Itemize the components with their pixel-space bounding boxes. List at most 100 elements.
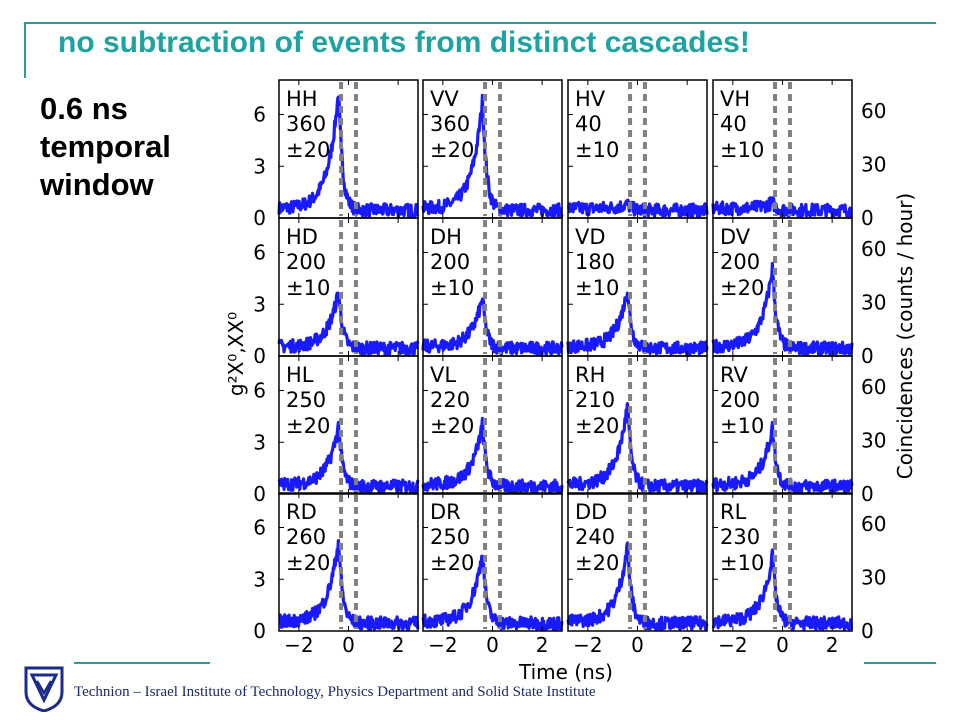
technion-logo-icon: [24, 666, 64, 712]
panel-rl-value: 230: [720, 525, 760, 549]
panel-rd-error: ±20: [286, 551, 330, 575]
panel-rv-trace: [711, 421, 854, 495]
panel-hh-error: ±20: [286, 138, 330, 162]
y-tick-label-right: 30: [861, 429, 886, 453]
y-tick-label-right: 60: [861, 375, 886, 399]
panel-hh-trace: [277, 95, 420, 219]
panel-hv-label: HV: [575, 87, 606, 111]
panel-dh-error: ±10: [430, 276, 474, 300]
frame-bottom-line-right: [864, 662, 936, 664]
panel-hv-value: 40: [575, 112, 602, 136]
panel-vh-label: VH: [720, 87, 750, 111]
y-tick-label-right: 0: [861, 482, 874, 506]
y-tick-label-left: 6: [253, 103, 266, 127]
panel-rd-label: RD: [286, 500, 317, 524]
panel-hh-label: HH: [286, 87, 318, 111]
y-tick-label-left: 6: [253, 241, 266, 265]
panel-dh-value: 200: [430, 250, 470, 274]
panel-vh-trace: [711, 196, 854, 219]
y-tick-label-left: 6: [253, 379, 266, 403]
panel-hd-error: ±10: [286, 276, 330, 300]
panel-dr-value: 250: [430, 525, 470, 549]
panel-hh-value: 360: [286, 112, 326, 136]
panel-dr-label: DR: [430, 500, 461, 524]
frame-bottom-line-left: [74, 662, 210, 664]
panel-rh-trace: [566, 402, 709, 495]
panel-dd-value: 240: [575, 525, 615, 549]
x-tick-label: 2: [392, 633, 405, 657]
window-label: 0.6 ns temporal window: [40, 90, 171, 204]
window-label-line-1: 0.6 ns: [40, 91, 128, 126]
x-tick-label: 2: [826, 633, 839, 657]
panel-rl-error: ±10: [720, 551, 764, 575]
y-tick-label-right: 0: [861, 344, 874, 368]
x-tick-label: 0: [486, 633, 499, 657]
panel-vl-trace: [421, 416, 564, 495]
x-tick-label: −2: [428, 633, 457, 657]
y-axis-title-right: Coincidences (counts / hour): [893, 193, 917, 479]
panel-dv-label: DV: [720, 225, 751, 249]
panel-dv-value: 200: [720, 250, 760, 274]
x-tick-label: 2: [681, 633, 694, 657]
y-tick-label-right: 30: [861, 291, 886, 315]
panel-vd-label: VD: [575, 225, 606, 249]
y-tick-label-left: 0: [253, 619, 266, 643]
footer-text: Technion – Israel Institute of Technolog…: [74, 684, 596, 700]
panel-vl-label: VL: [430, 363, 456, 387]
y-axis-title-left: g²X⁰,XX⁰: [224, 312, 248, 396]
panel-dv-error: ±20: [720, 276, 764, 300]
y-tick-label-right: 60: [861, 512, 886, 536]
panel-rl-label: RL: [720, 500, 747, 524]
y-tick-label-left: 0: [253, 482, 266, 506]
panel-dd-trace: [566, 541, 709, 632]
y-tick-label-right: 30: [861, 566, 886, 590]
x-tick-label: −2: [573, 633, 602, 657]
panel-dr-error: ±20: [430, 551, 474, 575]
y-tick-label-left: 0: [253, 206, 266, 230]
panel-hv-error: ±10: [575, 138, 619, 162]
panel-hl-value: 250: [286, 388, 326, 412]
x-axis-title: Time (ns): [518, 660, 613, 684]
panel-rd-value: 260: [286, 525, 326, 549]
panel-rh-error: ±20: [575, 414, 619, 438]
panel-hl-trace: [277, 420, 420, 495]
panel-vl-value: 220: [430, 388, 470, 412]
panel-dd-label: DD: [575, 500, 607, 524]
panel-hl-label: HL: [286, 363, 314, 387]
x-tick-label: 0: [342, 633, 355, 657]
frame-left-line: [24, 22, 26, 78]
panel-vh-value: 40: [720, 112, 747, 136]
panel-dv-trace: [711, 261, 854, 357]
y-tick-label-right: 0: [861, 206, 874, 230]
panel-rl-trace: [711, 548, 854, 632]
panel-dh-trace: [421, 297, 564, 357]
slide-title: no subtraction of events from distinct c…: [58, 26, 750, 59]
frame-top-line: [24, 22, 936, 24]
x-tick-label: 2: [536, 633, 549, 657]
panel-vv-value: 360: [430, 112, 470, 136]
window-label-line-2: temporal: [40, 129, 171, 164]
panel-vv-trace: [421, 93, 564, 219]
panel-hl-error: ±20: [286, 414, 330, 438]
x-tick-label: 0: [631, 633, 644, 657]
y-tick-label-right: 60: [861, 99, 886, 123]
x-tick-label: −2: [284, 633, 313, 657]
y-tick-label-right: 0: [861, 619, 874, 643]
window-label-line-3: window: [40, 167, 154, 202]
panel-hd-value: 200: [286, 250, 326, 274]
panel-vl-error: ±20: [430, 414, 474, 438]
y-tick-label-left: 0: [253, 344, 266, 368]
panel-rd-trace: [278, 538, 420, 632]
panel-vh-error: ±10: [720, 138, 764, 162]
x-tick-label: −2: [718, 633, 747, 657]
y-tick-label-left: 3: [253, 292, 266, 316]
panel-vv-error: ±20: [430, 138, 474, 162]
panel-rh-value: 210: [575, 388, 615, 412]
panel-rh-label: RH: [575, 363, 605, 387]
panel-hv-trace: [566, 198, 709, 219]
y-tick-label-left: 3: [253, 430, 266, 454]
y-tick-label-left: 3: [253, 154, 266, 178]
panel-rv-label: RV: [720, 363, 748, 387]
y-tick-label-left: 6: [253, 516, 266, 540]
